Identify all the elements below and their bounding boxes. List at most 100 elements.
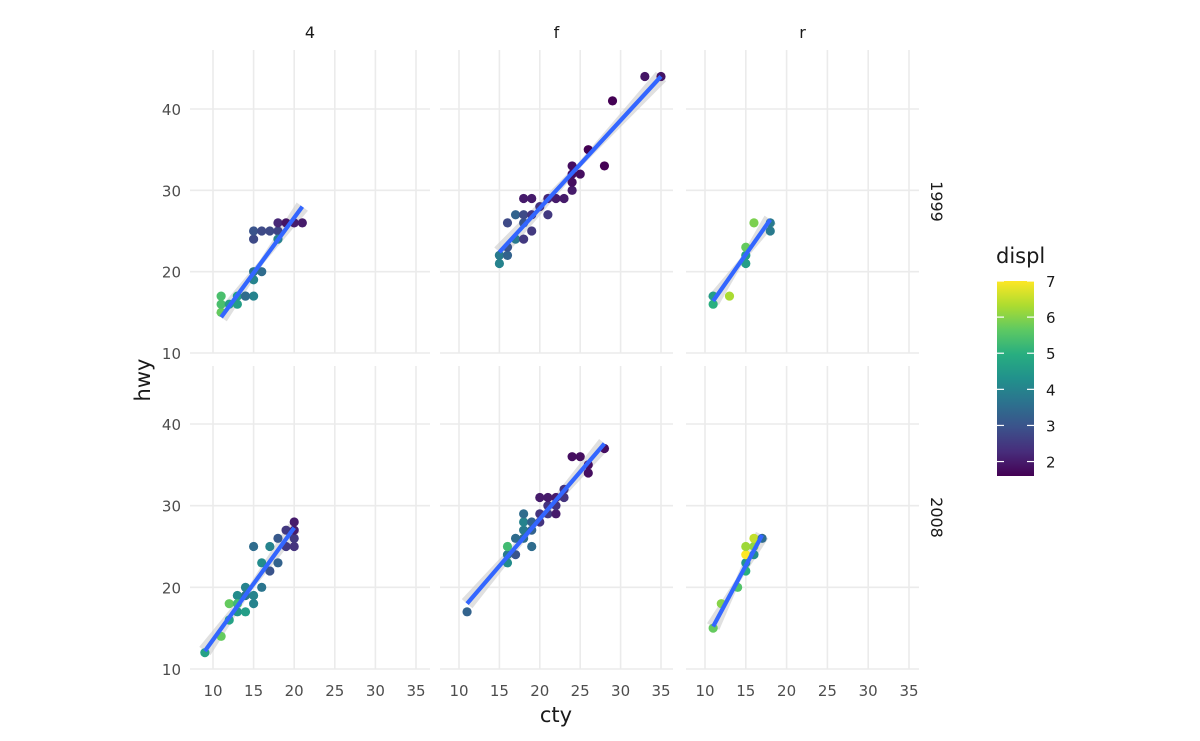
x-tick-label: 15 [736,682,755,700]
y-tick-label: 10 [162,345,181,363]
scatter-point [519,193,529,204]
scatter-point [519,509,529,519]
strip-label-r: r [799,23,806,42]
x-tick-label: 20 [777,682,796,700]
scatter-point [502,250,513,260]
x-tick-label: 35 [406,682,425,700]
scatter-point [289,541,299,552]
scatter-point [519,210,529,220]
x-axis-title: cty [540,703,572,727]
scatter-point [494,258,504,269]
trend-line [711,218,772,303]
legend-tick-label: 4 [1046,381,1056,399]
scatter-point [708,299,718,309]
scatter-point [257,558,267,568]
scatter-point [749,218,759,228]
x-tick-label: 15 [490,682,509,700]
scatter-point [559,193,569,204]
scatter-point [289,533,299,543]
x-tick-label: 20 [285,682,304,700]
scatter-point [257,267,267,277]
scatter-point [543,210,553,220]
scatter-point [494,250,504,260]
scatter-point [257,582,267,592]
strip-label-4: 4 [305,23,315,42]
scatter-point [462,607,472,617]
x-tick-label: 10 [449,682,468,700]
scatter-point [216,291,226,301]
scatter-point [273,218,283,228]
trend-line [219,205,305,319]
scatter-point [216,299,226,309]
scatter-point [583,468,593,478]
scatter-point [510,533,521,543]
scatter-point [297,218,307,228]
grid-lines [190,50,430,354]
x-tick-label: 35 [651,682,670,700]
scatter-point [273,558,283,568]
scatter-point [567,452,577,462]
y-axis-title: hwy [131,359,155,402]
y-tick-label: 10 [162,661,181,679]
legend-tick-label: 7 [1046,273,1056,291]
scatter-point [567,177,577,187]
scatter-point [265,541,275,552]
scatter-point [224,599,234,609]
scatter-point [527,193,537,204]
scatter-point [599,161,610,171]
scatter-point [575,169,585,179]
axis-labels: 4 f r 1999 2008 10 20 30 40 10 20 30 40 10 15 20 25 30 35 1… [162,23,946,700]
scatter-point [249,599,259,609]
panel-4-1999 [190,50,430,354]
x-tick-label: 20 [530,682,549,700]
scatter-point [510,210,521,220]
panel-f-1999 [440,50,673,354]
y-tick-label: 30 [162,498,181,516]
x-tick-label: 15 [244,682,263,700]
legend-tick-label: 5 [1046,345,1056,363]
x-tick-label: 25 [571,682,590,700]
scatter-point [765,226,775,236]
scatter-point [265,566,275,576]
strip-label-f: f [554,23,560,42]
scatter-point [535,492,545,503]
scatter-point [249,541,259,552]
scatter-point [527,541,537,552]
scatter-point [543,492,553,503]
y-tick-label: 40 [162,416,181,434]
scatter-point [724,291,735,301]
x-tick-label: 30 [611,682,630,700]
scatter-point [240,291,251,301]
scatter-point [257,226,267,236]
scatter-point [289,517,299,527]
legend-title: displ [996,244,1045,268]
scatter-point [519,234,529,244]
scatter-point [502,541,513,552]
panel-r-2008 [686,366,919,670]
x-tick-label: 10 [203,682,222,700]
grid-lines [686,366,919,670]
scatter-point [232,590,242,601]
legend-tick-label: 2 [1046,454,1056,472]
scatter-point [519,517,529,527]
scatter-point [749,533,759,543]
strip-label-2008: 2008 [927,497,946,538]
legend-tick-label: 6 [1046,309,1056,327]
x-tick-label: 25 [818,682,837,700]
scatter-point [607,96,618,106]
y-tick-label: 30 [162,182,181,200]
scatter-point [551,509,561,519]
facet-panels [190,50,919,670]
strip-label-1999: 1999 [927,181,946,222]
scatter-point [575,452,585,462]
x-tick-label: 30 [366,682,385,700]
grid-lines [440,50,673,354]
legend-colorbar [997,281,1034,476]
scatter-point [249,291,259,301]
legend-ticks: 2 3 4 5 6 7 [997,273,1056,472]
scatter-point [240,607,251,617]
color-legend: displ 2 3 4 5 6 7 [996,244,1056,476]
scatter-point [527,226,537,236]
trend-line [203,526,296,653]
